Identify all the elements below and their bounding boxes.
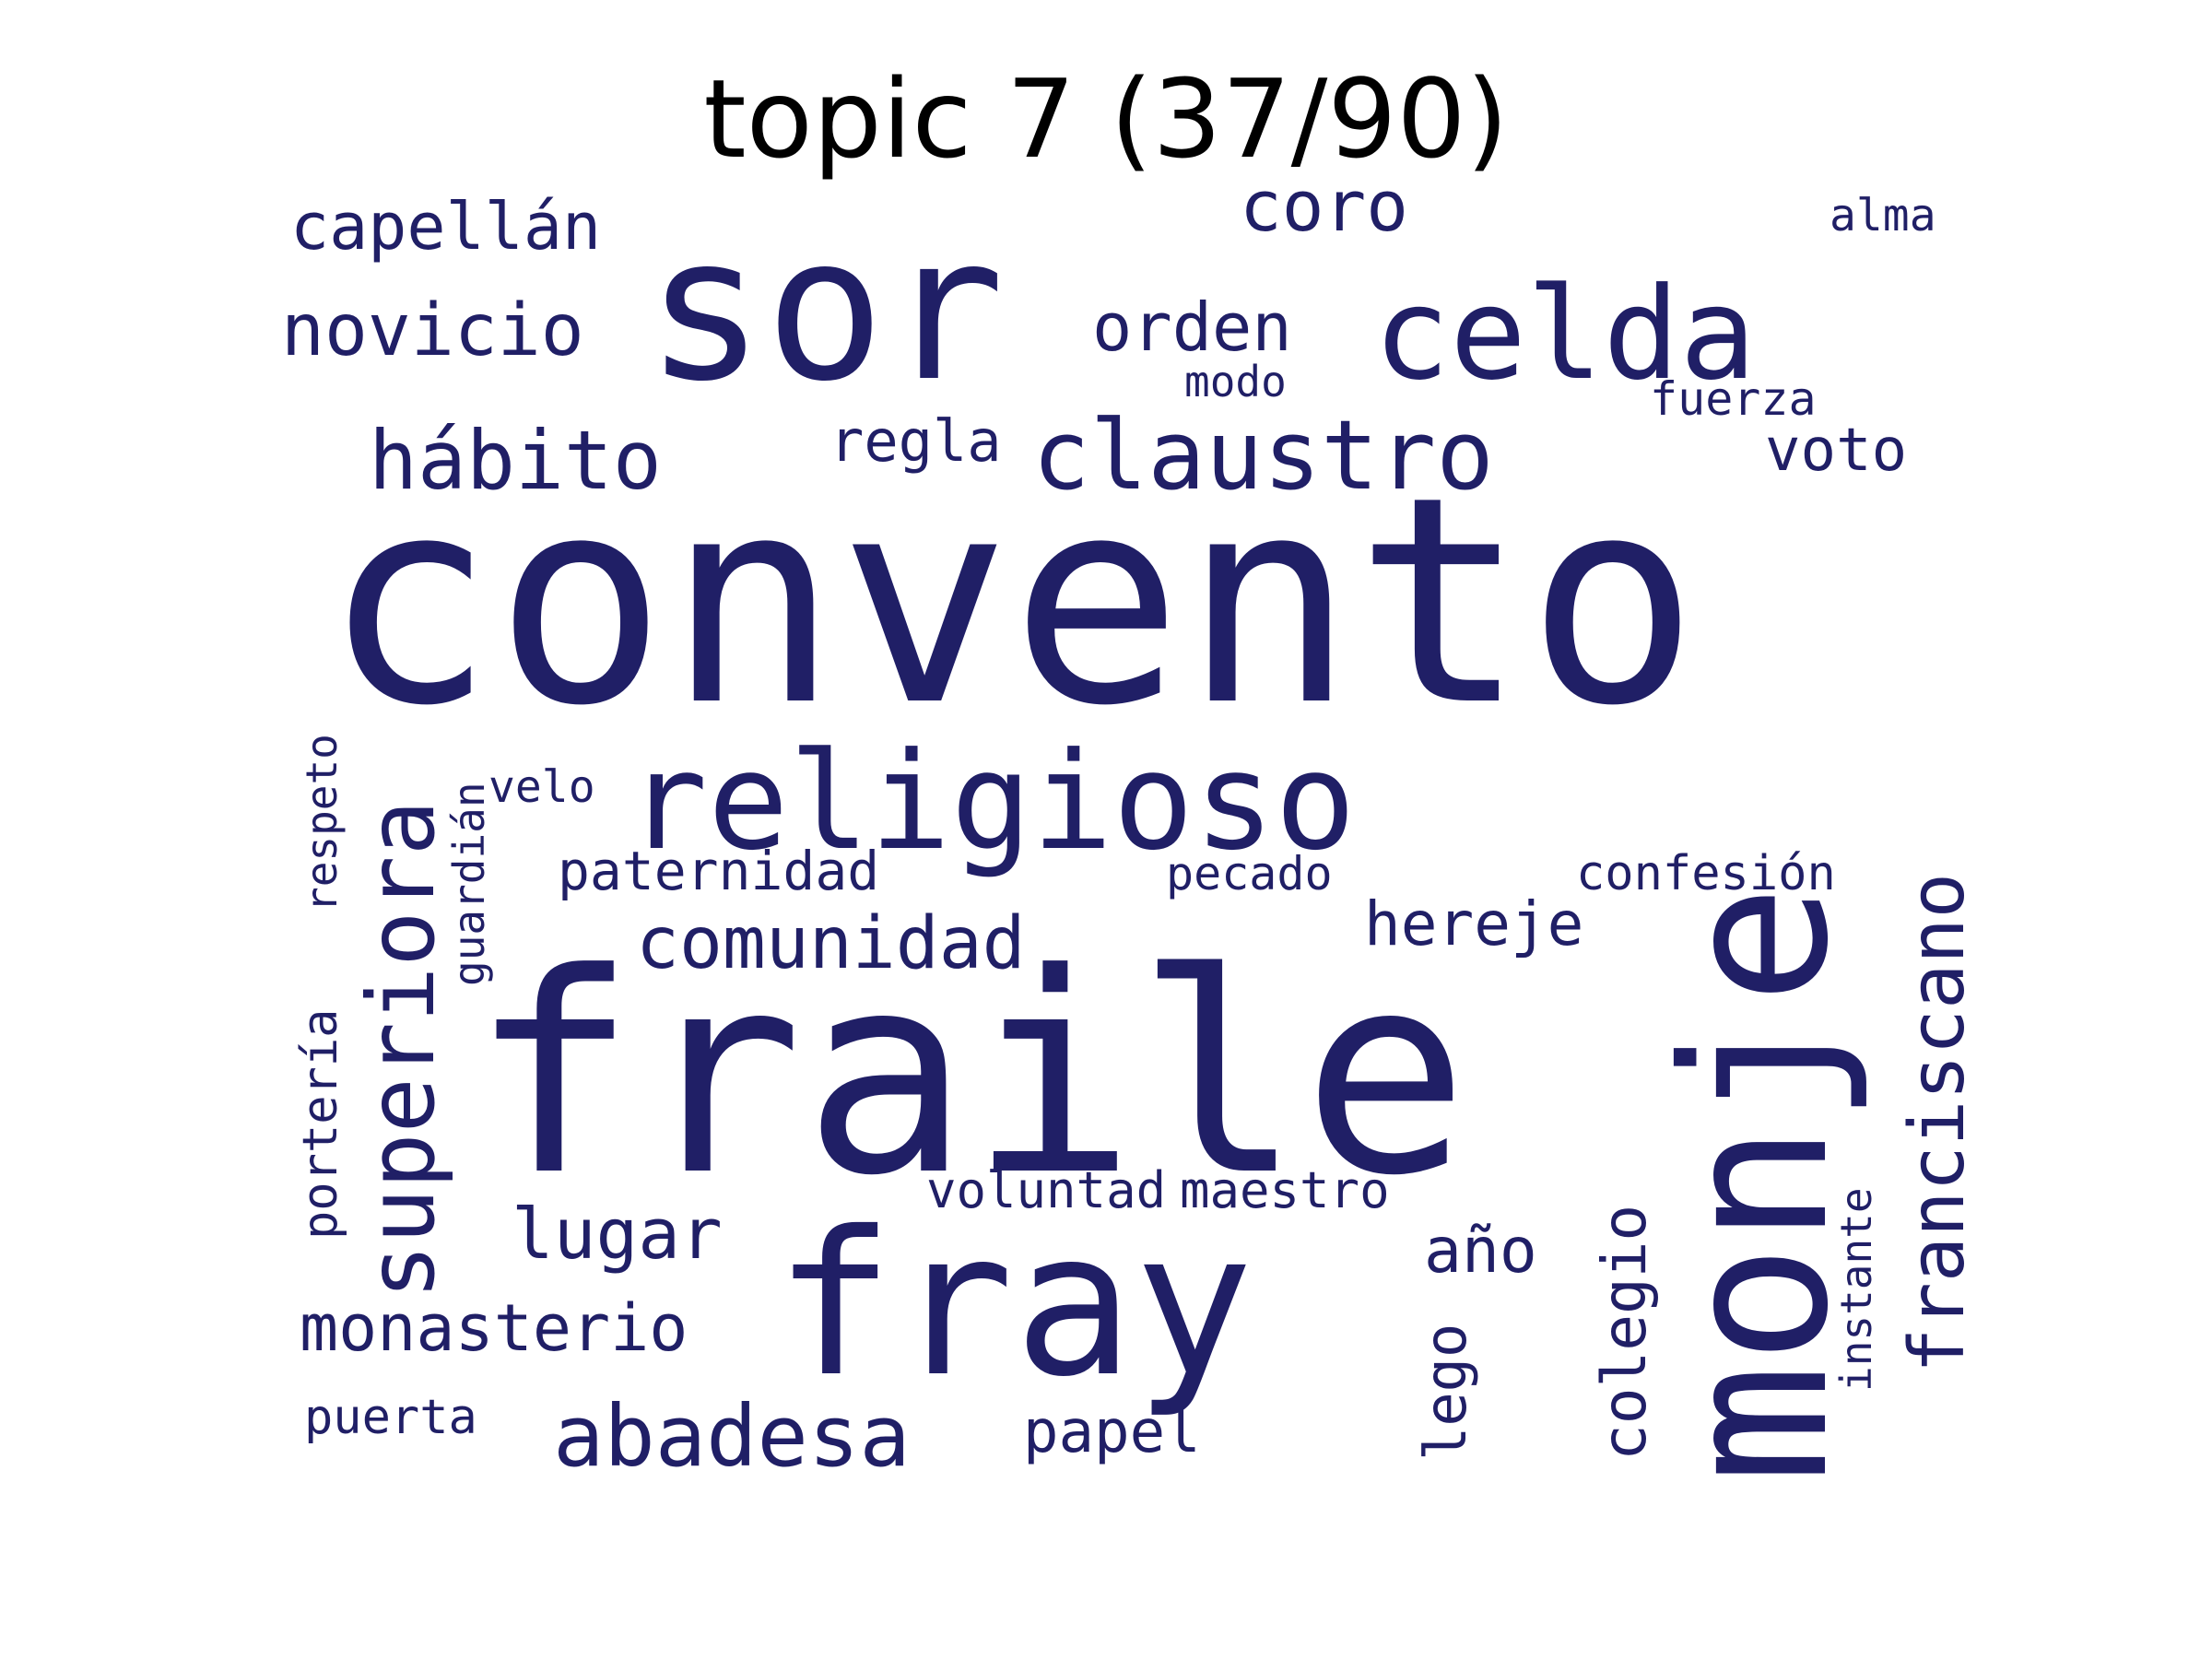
word-maestro: maestro [1180,1161,1390,1219]
word-novicio: novicio [281,289,584,372]
word-pecado: pecado [1166,847,1333,900]
word-monasterio: monasterio [300,1290,688,1366]
word-papel: papel [1023,1398,1201,1466]
word-puerta: puerta [304,1390,477,1445]
word-alma: alma [1830,190,1936,241]
word-velo: velo [488,761,595,813]
word-monje: monje [1641,885,1872,1484]
word-voluntad: voluntad [926,1161,1166,1219]
word-fuerza: fuerza [1650,372,1817,426]
word-voto: voto [1765,417,1907,485]
word-religioso: religioso [627,724,1356,880]
word-fray: fray [774,1189,1253,1420]
word-colegio: colegio [1589,1205,1660,1461]
word-hereje: hereje [1364,888,1583,959]
word-confesión: confesión [1576,846,1836,901]
word-comunidad: comunidad [636,902,1026,985]
word-fraile: fraile [470,914,1469,1236]
word-franciscano: franciscano [1894,873,1982,1373]
word-guardián: guardián [444,782,494,986]
word-lugar: lugar [512,1193,723,1275]
word-superiora: superiora [347,800,455,1300]
word-lego: lego [1412,1324,1479,1461]
word-coro: coro [1240,165,1408,247]
word-orden: orden [1092,288,1292,366]
word-regla: regla [830,407,1002,475]
word-convento: convento [323,436,1699,769]
word-año: año [1424,1215,1537,1288]
word-sor: sor [645,194,1005,425]
word-capellán: capellán [290,189,601,265]
chart-title: topic 7 (37/90) [703,55,1509,182]
word-paternidad: paternidad [558,840,879,902]
word-celda: celda [1373,260,1756,408]
word-respeto: respeto [297,734,347,912]
word-claustro: claustro [1032,399,1494,512]
word-abadesa: abadesa [553,1387,911,1486]
word-portería: portería [293,1009,348,1240]
word-instante: instante [1831,1187,1881,1392]
word-hábito: hábito [369,413,662,508]
word-modo: modo [1184,357,1287,406]
